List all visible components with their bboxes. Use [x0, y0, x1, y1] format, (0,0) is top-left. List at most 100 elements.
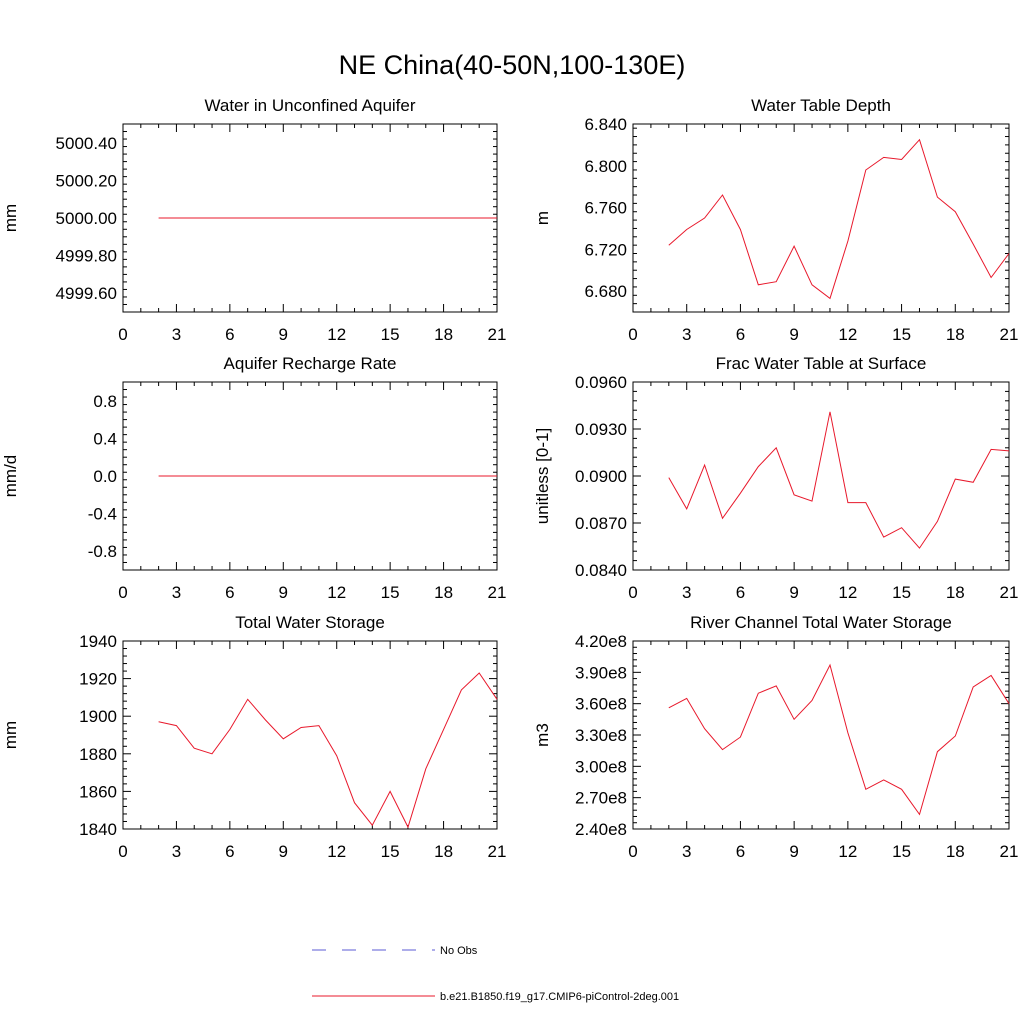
x-tick-label: 21	[1000, 842, 1019, 861]
y-tick-label: 3.30e8	[575, 726, 627, 745]
x-tick-label: 9	[789, 325, 798, 344]
panel-title: Frac Water Table at Surface	[716, 354, 927, 373]
x-tick-label: 12	[327, 325, 346, 344]
x-tick-label: 0	[628, 842, 637, 861]
legend-label-no-obs: No Obs	[440, 945, 478, 957]
y-tick-label: 6.760	[584, 199, 627, 218]
y-tick-label: 1840	[79, 820, 117, 839]
y-tick-label: 1940	[79, 632, 117, 651]
plot-frame	[632, 640, 1010, 830]
y-tick-label: 6.800	[584, 157, 627, 176]
panel-5: Total Water Storage 0 3 6 9 12 15 18 21 1840 1860 1…	[1, 613, 506, 861]
x-tick-label: 18	[434, 325, 453, 344]
series-line	[668, 138, 1010, 300]
y-tick-label: 0.0930	[575, 420, 627, 439]
y-axis-label: m3	[533, 723, 552, 747]
y-tick-label: 1900	[79, 707, 117, 726]
y-tick-label: 1880	[79, 745, 117, 764]
x-tick-label: 18	[946, 325, 965, 344]
x-tick-label: 15	[892, 842, 911, 861]
series-line	[668, 663, 1010, 816]
x-tick-label: 21	[1000, 583, 1019, 602]
y-tick-label: 3.90e8	[575, 663, 627, 682]
y-tick-label: 6.720	[584, 240, 627, 259]
x-tick-label: 9	[789, 842, 798, 861]
x-tick-label: 9	[279, 842, 288, 861]
x-tick-label: 9	[279, 583, 288, 602]
y-tick-label: 0.8	[93, 392, 117, 411]
x-tick-label: 21	[488, 325, 507, 344]
x-tick-label: 3	[682, 842, 691, 861]
legend: No Obs b.e21.B1850.f19_g17.CMIP6-piContr…	[312, 945, 679, 1003]
x-tick-label: 0	[628, 325, 637, 344]
panel-title: Water Table Depth	[751, 96, 891, 115]
panel-6: River Channel Total Water Storage 0 3 6 9 12 1…	[533, 613, 1018, 861]
y-tick-label: 3.60e8	[575, 695, 627, 714]
x-tick-label: 15	[892, 583, 911, 602]
y-tick-label: 4999.60	[56, 284, 117, 303]
x-tick-label: 15	[381, 842, 400, 861]
legend-label-model: b.e21.B1850.f19_g17.CMIP6-piControl-2deg…	[440, 991, 679, 1003]
x-tick-label: 15	[381, 325, 400, 344]
y-tick-label: 0.0870	[575, 514, 627, 533]
x-tick-label: 21	[488, 583, 507, 602]
series-line	[158, 672, 498, 829]
panel-title: Aquifer Recharge Rate	[224, 354, 397, 373]
x-tick-label: 3	[172, 842, 181, 861]
y-tick-label: 3.00e8	[575, 757, 627, 776]
x-tick-label: 9	[279, 325, 288, 344]
x-tick-label: 0	[118, 842, 127, 861]
series-line	[668, 411, 1010, 549]
y-axis-label: mm	[1, 721, 20, 749]
y-axis-label: mm	[1, 204, 20, 232]
x-tick-label: 12	[838, 325, 857, 344]
y-tick-label: 0.0900	[575, 467, 627, 486]
y-tick-label: 6.840	[584, 115, 627, 134]
y-tick-label: -0.8	[88, 542, 117, 561]
x-tick-label: 3	[172, 325, 181, 344]
x-tick-label: 3	[682, 583, 691, 602]
x-tick-label: 6	[225, 842, 234, 861]
y-tick-label: 0.0960	[575, 373, 627, 392]
y-tick-label: 1860	[79, 782, 117, 801]
y-tick-label: 4999.80	[56, 247, 117, 266]
x-tick-label: 3	[172, 583, 181, 602]
y-tick-label: 0.4	[93, 429, 117, 448]
x-tick-label: 12	[327, 583, 346, 602]
x-tick-label: 6	[225, 325, 234, 344]
x-tick-label: 9	[789, 583, 798, 602]
x-tick-label: 0	[118, 325, 127, 344]
plot-frame	[122, 640, 498, 830]
y-axis-label: m	[533, 211, 552, 225]
y-tick-label: 4.20e8	[575, 632, 627, 651]
x-tick-label: 0	[628, 583, 637, 602]
y-tick-label: 1920	[79, 670, 117, 689]
x-tick-label: 12	[327, 842, 346, 861]
x-tick-label: 18	[434, 842, 453, 861]
y-tick-label: 0.0840	[575, 561, 627, 580]
x-tick-label: 21	[1000, 325, 1019, 344]
x-tick-label: 15	[381, 583, 400, 602]
x-tick-label: 6	[736, 583, 745, 602]
panel-4: Frac Water Table at Surface 0 3 6 9 12 15 18 21 0…	[533, 354, 1018, 602]
x-tick-label: 18	[946, 583, 965, 602]
y-tick-label: 5000.40	[56, 134, 117, 153]
panel-title: Total Water Storage	[235, 613, 385, 632]
panel-2: Water Table Depth 0 3 6 9 12 15 18 21 6.680 6.720 6…	[533, 96, 1018, 344]
x-tick-label: 6	[736, 325, 745, 344]
x-tick-label: 6	[225, 583, 234, 602]
x-tick-label: 12	[838, 842, 857, 861]
y-tick-label: 0.0	[93, 467, 117, 486]
plot-frame	[632, 381, 1010, 571]
panel-1: Water in Unconfined Aquifer 0 3 6 9 12 15 18 21 4…	[1, 96, 506, 344]
x-tick-label: 3	[682, 325, 691, 344]
y-tick-label: 2.70e8	[575, 789, 627, 808]
panels: Water in Unconfined Aquifer 0 3 6 9 12 15 18 21 4…	[1, 96, 1018, 861]
figure-title: NE China(40-50N,100-130E)	[339, 50, 686, 80]
panel-3: Aquifer Recharge Rate 0 3 6 9 12 15 18 21 -0.8 -0.…	[1, 354, 506, 602]
x-tick-label: 0	[118, 583, 127, 602]
y-axis-label: unitless [0-1]	[533, 428, 552, 524]
plot-frame	[632, 123, 1010, 313]
y-tick-label: 6.680	[584, 282, 627, 301]
